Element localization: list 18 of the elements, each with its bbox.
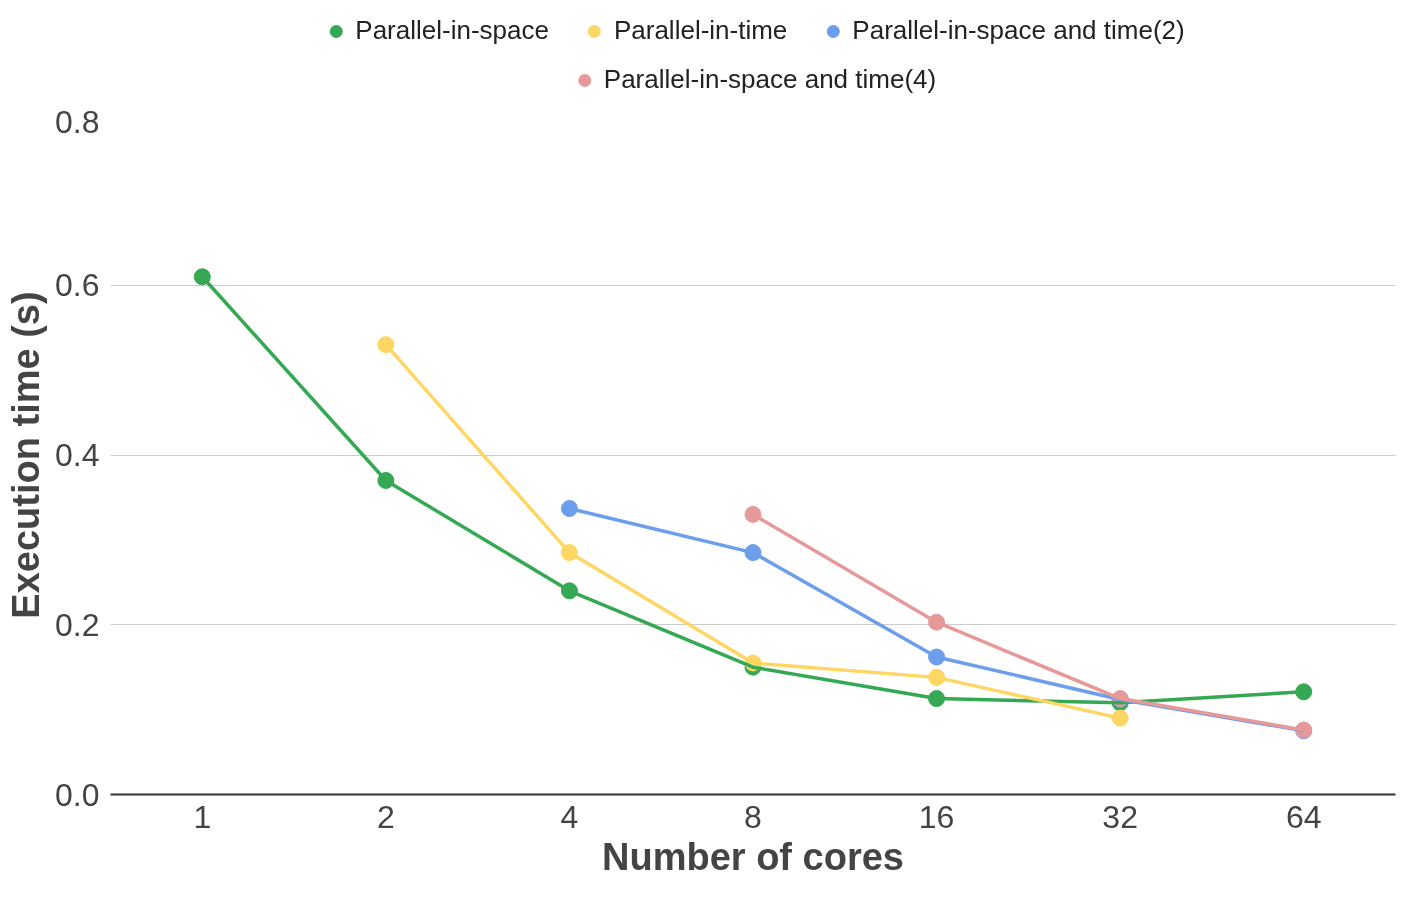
y-tick-label: 0.8 [55,103,100,140]
x-axis-title: Number of cores [602,835,904,878]
x-tick-label: 16 [918,798,955,835]
x-tick-label: 1 [193,798,212,835]
y-tick-label: 0.2 [55,606,100,643]
x-tick-label: 8 [744,798,762,835]
legend-label: Parallel-in-time [613,15,788,46]
x-tick-label: 32 [1102,798,1138,835]
x-tick-label: 2 [376,798,395,835]
y-tick-label: 0.6 [55,267,100,304]
y-tick-label: 0.4 [55,437,100,473]
x-tick-label: 4 [560,798,579,835]
legend-label: Parallel-in-space [355,15,549,46]
y-tick-label: 0.0 [55,776,100,813]
y-axis-title: Execution time (s) [5,291,48,619]
legend-label: Parallel-in-space and time(4) [603,64,937,95]
legend-label: Parallel-in-space and time(2) [852,15,1185,46]
x-tick-label: 64 [1285,798,1322,835]
